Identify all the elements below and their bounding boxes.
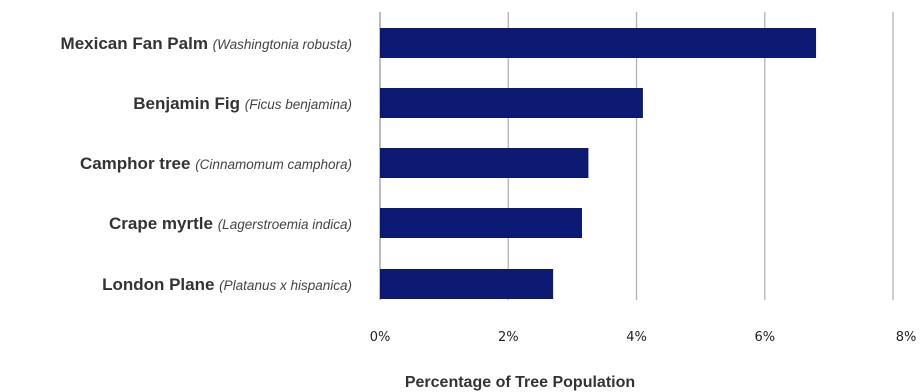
category-scientific-name: (Ficus benjamina) xyxy=(245,97,352,112)
category-label: Crape myrtle (Lagerstroemia indica) xyxy=(109,214,352,233)
x-tick-label: 0% xyxy=(370,330,391,345)
category-common-name: London Plane xyxy=(102,275,219,294)
bar xyxy=(380,28,817,58)
x-tick-label: 8% xyxy=(896,330,917,345)
category-label: London Plane (Platanus x hispanica) xyxy=(102,275,352,294)
x-axis-label: Percentage of Tree Population xyxy=(405,374,635,391)
bar xyxy=(380,208,582,238)
category-scientific-name: (Cinnamomum camphora) xyxy=(195,157,352,172)
category-scientific-name: (Platanus x hispanica) xyxy=(219,278,352,293)
bar xyxy=(380,148,589,178)
x-tick-label: 2% xyxy=(498,330,519,345)
category-scientific-name: (Washingtonia robusta) xyxy=(213,37,352,52)
category-scientific-name: (Lagerstroemia indica) xyxy=(218,217,352,232)
category-common-name: Camphor tree xyxy=(80,154,195,173)
x-tick-label: 4% xyxy=(626,330,647,345)
category-label: Camphor tree (Cinnamomum camphora) xyxy=(80,154,352,173)
bar xyxy=(380,269,554,299)
category-common-name: Mexican Fan Palm xyxy=(61,34,213,53)
category-label: Benjamin Fig (Ficus benjamina) xyxy=(133,94,352,113)
category-label: Mexican Fan Palm (Washingtonia robusta) xyxy=(61,34,352,53)
category-common-name: Benjamin Fig xyxy=(133,94,244,113)
bar xyxy=(380,88,643,118)
category-common-name: Crape myrtle xyxy=(109,214,218,233)
x-tick-label: 6% xyxy=(754,330,775,345)
